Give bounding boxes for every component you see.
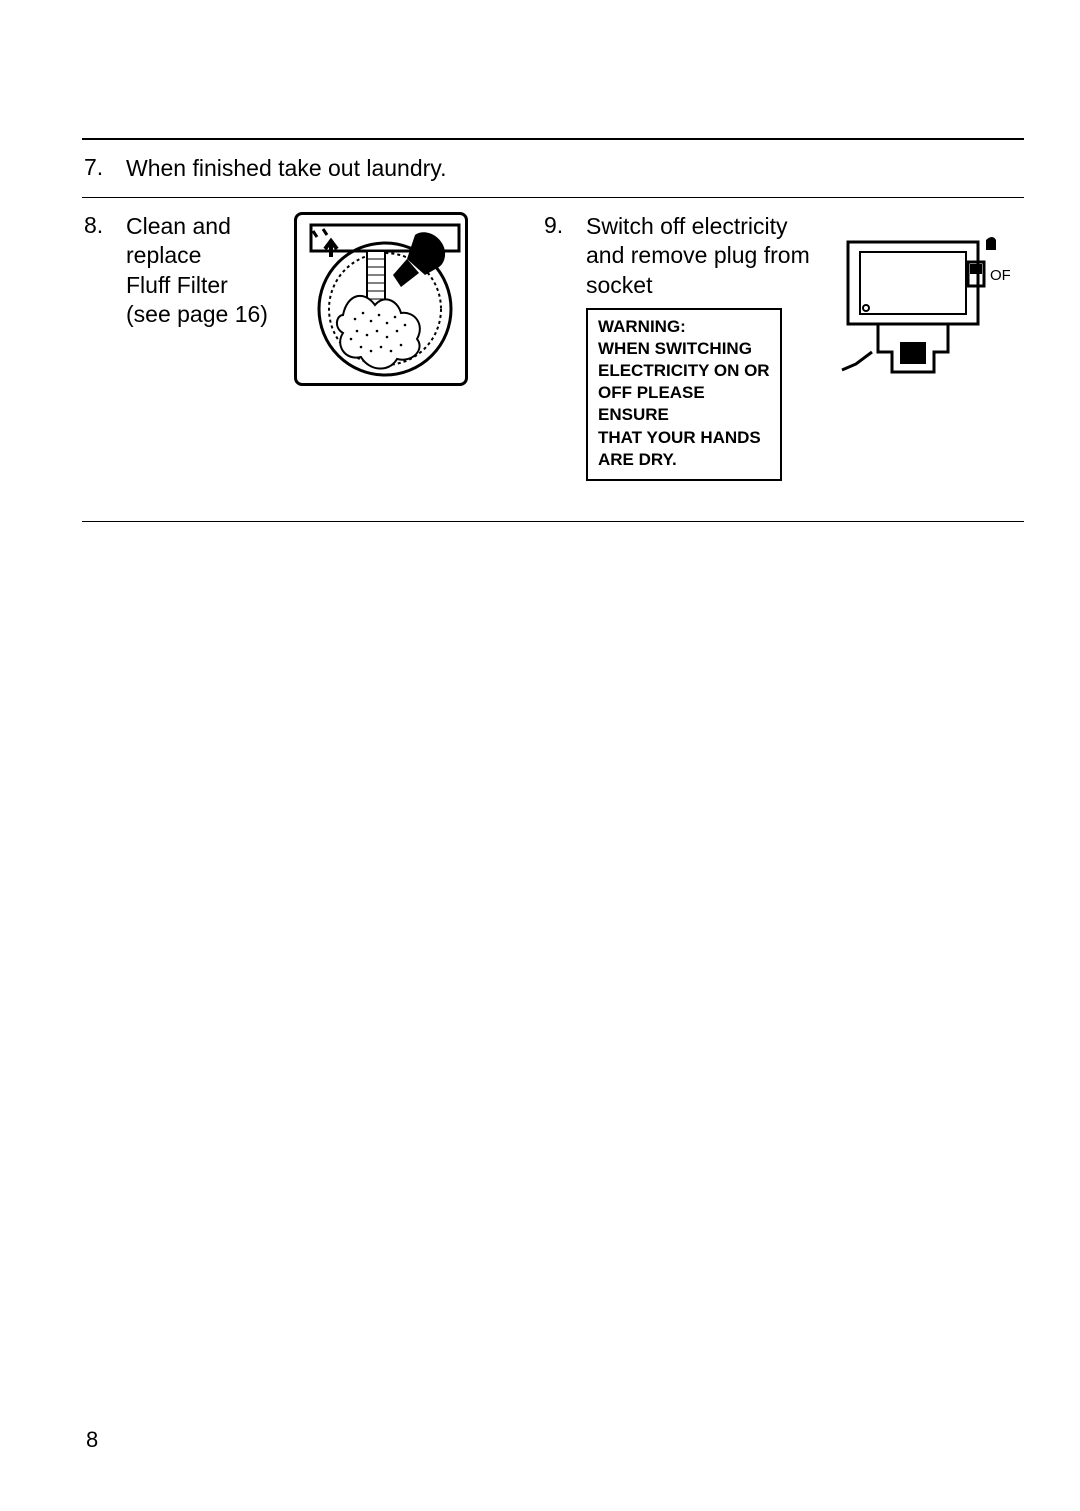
socket-illustration: OFF	[830, 212, 1010, 481]
step-9-line1: Switch off electricity	[586, 212, 814, 241]
fluff-filter-illustration	[294, 212, 468, 386]
warning-line5: THAT YOUR HANDS	[598, 427, 770, 449]
warning-line4: OFF PLEASE ENSURE	[598, 382, 770, 426]
warning-line6: ARE DRY.	[598, 449, 770, 471]
step-9-line3: socket	[586, 271, 814, 300]
page-number: 8	[86, 1427, 98, 1453]
step-9-line2: and remove plug from	[586, 241, 814, 270]
off-label: OFF	[990, 267, 1010, 284]
step-8-line2: replace	[126, 241, 270, 270]
step-7-number: 7.	[82, 154, 126, 181]
step-8: 8. Clean and replace Fluff Filter (see p…	[82, 212, 542, 481]
warning-line2: WHEN SWITCHING	[598, 338, 770, 360]
step-8-line1: Clean and	[126, 212, 270, 241]
warning-line3: ELECTRICITY ON OR	[598, 360, 770, 382]
divider-bottom	[82, 521, 1024, 522]
step-8-line4: (see page 16)	[126, 300, 270, 329]
filter-icon	[297, 215, 465, 383]
step-8-line3: Fluff Filter	[126, 271, 270, 300]
step-8-number: 8.	[82, 212, 126, 481]
step-9-text: Switch off electricity and remove plug f…	[586, 212, 822, 300]
step-9: 9. Switch off electricity and remove plu…	[542, 212, 1024, 481]
step-9-number: 9.	[542, 212, 586, 481]
step-7-text: When finished take out laundry.	[126, 154, 446, 183]
warning-box: WARNING: WHEN SWITCHING ELECTRICITY ON O…	[586, 308, 782, 481]
step-9-body: Switch off electricity and remove plug f…	[586, 212, 822, 481]
step-8-text: Clean and replace Fluff Filter (see page…	[126, 212, 276, 481]
warning-line1: WARNING:	[598, 316, 770, 338]
socket-icon: OFF	[830, 212, 1010, 382]
step-7: 7. When finished take out laundry.	[82, 140, 1024, 197]
